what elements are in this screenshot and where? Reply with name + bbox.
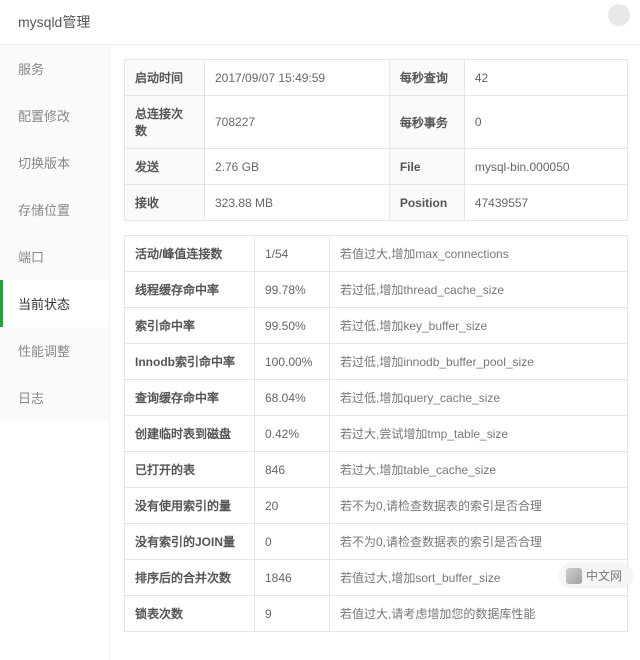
metric-desc: 若过大,增加table_cache_size xyxy=(330,452,628,488)
metric-val: 9 xyxy=(255,596,330,632)
sidebar-item-service[interactable]: 服务 xyxy=(0,45,109,92)
table-row: 查询缓存命中率68.04%若过低,增加query_cache_size xyxy=(125,380,628,416)
metric-key: 已打开的表 xyxy=(125,452,255,488)
metric-val: 68.04% xyxy=(255,380,330,416)
table-row: 索引命中率99.50%若过低,增加key_buffer_size xyxy=(125,308,628,344)
summary-val: 42 xyxy=(464,60,627,96)
metric-key: 创建临时表到磁盘 xyxy=(125,416,255,452)
metric-desc: 若值过大,增加max_connections xyxy=(330,236,628,272)
metric-key: 没有索引的JOIN量 xyxy=(125,524,255,560)
metric-val: 99.50% xyxy=(255,308,330,344)
main-content: 启动时间 2017/09/07 15:49:59 每秒查询 42 总连接次数 7… xyxy=(110,45,640,660)
metric-desc: 若过低,增加innodb_buffer_pool_size xyxy=(330,344,628,380)
metric-val: 100.00% xyxy=(255,344,330,380)
table-row: 启动时间 2017/09/07 15:49:59 每秒查询 42 xyxy=(125,60,628,96)
metric-key: Innodb索引命中率 xyxy=(125,344,255,380)
summary-val: 708227 xyxy=(205,96,390,149)
table-row: 锁表次数9若值过大,请考虑增加您的数据库性能 xyxy=(125,596,628,632)
metric-val: 0.42% xyxy=(255,416,330,452)
metric-val: 1/54 xyxy=(255,236,330,272)
summary-val: 323.88 MB xyxy=(205,185,390,221)
watermark-label: 中文网 xyxy=(586,567,622,584)
sidebar-item-config[interactable]: 配置修改 xyxy=(0,92,109,139)
metric-key: 没有使用索引的量 xyxy=(125,488,255,524)
metric-key: 活动/峰值连接数 xyxy=(125,236,255,272)
watermark-badge: 中文网 xyxy=(560,564,632,587)
summary-val: mysql-bin.000050 xyxy=(464,149,627,185)
sidebar: 服务 配置修改 切换版本 存储位置 端口 当前状态 性能调整 日志 xyxy=(0,45,110,660)
metric-val: 846 xyxy=(255,452,330,488)
main-container: 服务 配置修改 切换版本 存储位置 端口 当前状态 性能调整 日志 启动时间 2… xyxy=(0,45,640,660)
php-logo-icon xyxy=(566,568,582,584)
metric-desc: 若过低,增加key_buffer_size xyxy=(330,308,628,344)
metric-val: 99.78% xyxy=(255,272,330,308)
metric-key: 锁表次数 xyxy=(125,596,255,632)
summary-key: 总连接次数 xyxy=(125,96,205,149)
table-row: 已打开的表846若过大,增加table_cache_size xyxy=(125,452,628,488)
metric-key: 排序后的合并次数 xyxy=(125,560,255,596)
table-row: 创建临时表到磁盘0.42%若过大,尝试增加tmp_table_size xyxy=(125,416,628,452)
summary-val: 0 xyxy=(464,96,627,149)
table-row: Innodb索引命中率100.00%若过低,增加innodb_buffer_po… xyxy=(125,344,628,380)
table-row: 发送 2.76 GB File mysql-bin.000050 xyxy=(125,149,628,185)
table-row: 没有索引的JOIN量0若不为0,请检查数据表的索引是否合理 xyxy=(125,524,628,560)
metric-desc: 若过低,增加thread_cache_size xyxy=(330,272,628,308)
table-row: 总连接次数 708227 每秒事务 0 xyxy=(125,96,628,149)
summary-val: 2.76 GB xyxy=(205,149,390,185)
summary-key: File xyxy=(389,149,464,185)
page-title: mysqld管理 xyxy=(0,0,640,45)
table-row: 排序后的合并次数1846若值过大,增加sort_buffer_size xyxy=(125,560,628,596)
metric-key: 线程缓存命中率 xyxy=(125,272,255,308)
summary-key: 启动时间 xyxy=(125,60,205,96)
summary-key: 每秒事务 xyxy=(389,96,464,149)
table-row: 线程缓存命中率99.78%若过低,增加thread_cache_size xyxy=(125,272,628,308)
sidebar-item-storage[interactable]: 存储位置 xyxy=(0,186,109,233)
sidebar-item-version[interactable]: 切换版本 xyxy=(0,139,109,186)
sidebar-item-performance[interactable]: 性能调整 xyxy=(0,327,109,374)
table-row: 接收 323.88 MB Position 47439557 xyxy=(125,185,628,221)
metric-desc: 若不为0,请检查数据表的索引是否合理 xyxy=(330,488,628,524)
metric-val: 0 xyxy=(255,524,330,560)
summary-val: 2017/09/07 15:49:59 xyxy=(205,60,390,96)
summary-key: 每秒查询 xyxy=(389,60,464,96)
metric-key: 索引命中率 xyxy=(125,308,255,344)
table-row: 没有使用索引的量20若不为0,请检查数据表的索引是否合理 xyxy=(125,488,628,524)
metric-desc: 若值过大,请考虑增加您的数据库性能 xyxy=(330,596,628,632)
sidebar-item-status[interactable]: 当前状态 xyxy=(0,280,109,327)
summary-key: 接收 xyxy=(125,185,205,221)
sidebar-item-log[interactable]: 日志 xyxy=(0,374,109,421)
summary-key: Position xyxy=(389,185,464,221)
metric-desc: 若过大,尝试增加tmp_table_size xyxy=(330,416,628,452)
metrics-table: 活动/峰值连接数1/54若值过大,增加max_connections 线程缓存命… xyxy=(124,235,628,632)
metric-key: 查询缓存命中率 xyxy=(125,380,255,416)
summary-val: 47439557 xyxy=(464,185,627,221)
metric-desc: 若过低,增加query_cache_size xyxy=(330,380,628,416)
sidebar-item-port[interactable]: 端口 xyxy=(0,233,109,280)
summary-key: 发送 xyxy=(125,149,205,185)
metric-val: 1846 xyxy=(255,560,330,596)
summary-table: 启动时间 2017/09/07 15:49:59 每秒查询 42 总连接次数 7… xyxy=(124,59,628,221)
decorative-circle xyxy=(608,4,630,26)
table-row: 活动/峰值连接数1/54若值过大,增加max_connections xyxy=(125,236,628,272)
metric-desc: 若不为0,请检查数据表的索引是否合理 xyxy=(330,524,628,560)
metric-val: 20 xyxy=(255,488,330,524)
